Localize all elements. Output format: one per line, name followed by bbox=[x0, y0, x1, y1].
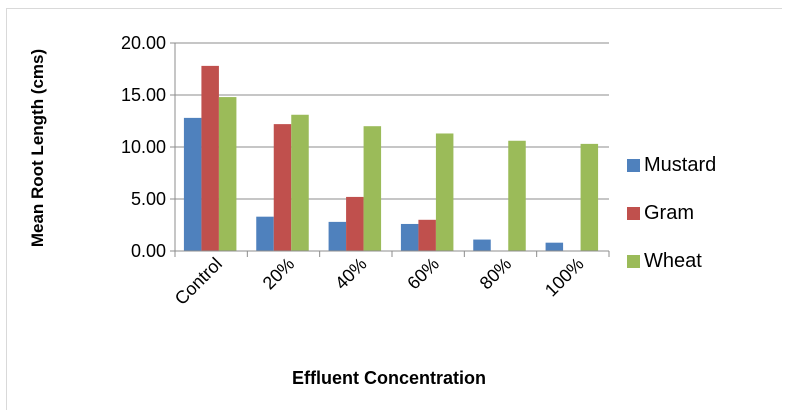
bar-wheat-100pct bbox=[580, 143, 599, 251]
x-tick-label: 20% bbox=[259, 254, 299, 294]
bar-mustard-100pct bbox=[545, 242, 564, 251]
x-tick-label: Control bbox=[171, 254, 226, 309]
y-tick-label: 20.00 bbox=[121, 33, 166, 53]
bar-mustard-control bbox=[183, 117, 202, 251]
x-axis-label: Effluent Concentration bbox=[292, 368, 486, 388]
bar-mustard-20pct bbox=[256, 216, 274, 251]
bar-mustard-60pct bbox=[400, 223, 419, 251]
legend-swatch-gram bbox=[627, 207, 640, 220]
bar-wheat-60pct bbox=[435, 133, 454, 251]
x-tick-label: 100% bbox=[541, 254, 588, 301]
legend-label-gram: Gram bbox=[644, 202, 694, 224]
y-tick-label: 0.00 bbox=[131, 241, 166, 261]
legend-label-mustard: Mustard bbox=[644, 154, 716, 176]
chart-area bbox=[6, 8, 782, 410]
bar-mustard-40pct bbox=[328, 221, 347, 251]
legend-label-wheat: Wheat bbox=[644, 250, 702, 272]
y-tick-label: 10.00 bbox=[121, 137, 166, 157]
bar-wheat-80pct bbox=[508, 140, 526, 251]
bar-gram-control bbox=[201, 65, 219, 251]
y-tick-label: 5.00 bbox=[131, 189, 166, 209]
gridlines bbox=[175, 42, 609, 200]
x-tick-label: 80% bbox=[476, 254, 516, 294]
bar-gram-20pct bbox=[273, 124, 292, 251]
bars bbox=[183, 65, 599, 251]
x-tick-label: 60% bbox=[403, 254, 443, 294]
y-tick-label: 15.00 bbox=[121, 85, 166, 105]
x-tick-labels: Control 20% 40% 60% 80% 100% bbox=[171, 254, 588, 309]
y-tick-labels: 0.00 5.00 10.00 15.00 20.00 bbox=[121, 33, 166, 261]
y-axis-label: Mean Root Length (cms) bbox=[28, 49, 47, 247]
axes bbox=[170, 42, 610, 257]
bar-mustard-80pct bbox=[473, 239, 491, 251]
bar-gram-60pct bbox=[418, 219, 436, 251]
bar-wheat-20pct bbox=[291, 114, 309, 251]
legend: Mustard Gram Wheat bbox=[627, 154, 716, 272]
bar-wheat-40pct bbox=[363, 126, 382, 251]
legend-swatch-wheat bbox=[627, 255, 640, 268]
x-tick-label: 40% bbox=[331, 254, 371, 294]
bar-gram-40pct bbox=[346, 196, 364, 251]
bar-wheat-control bbox=[218, 97, 237, 251]
legend-swatch-mustard bbox=[627, 159, 640, 172]
